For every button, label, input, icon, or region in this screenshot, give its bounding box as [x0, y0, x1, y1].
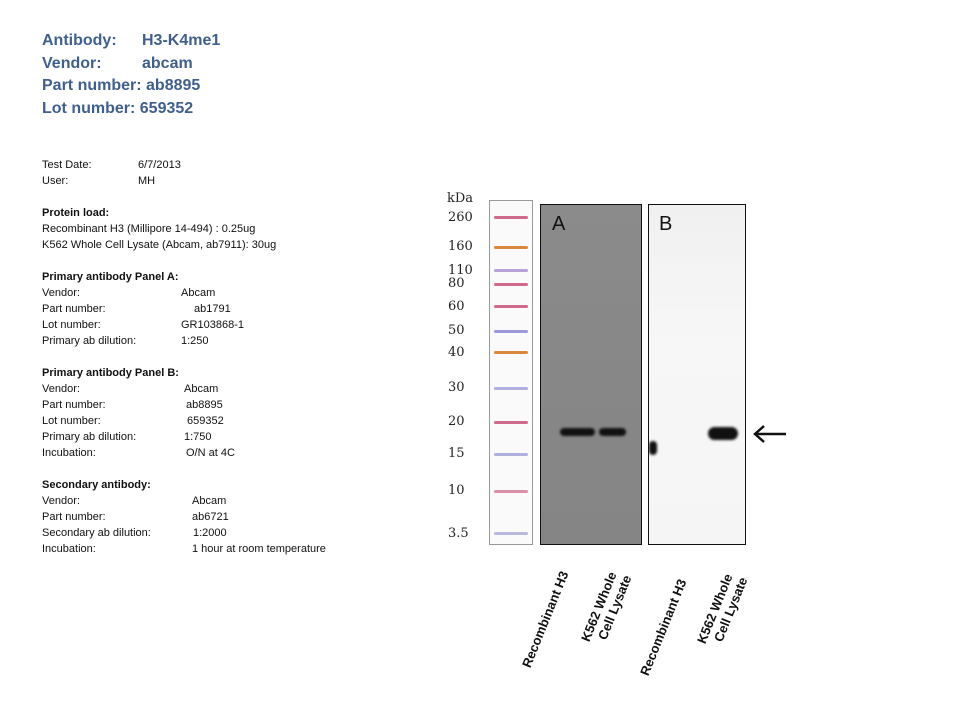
panel-a-dilution-value: 1:250: [181, 335, 209, 347]
secondary-dilution-value: 1:2000: [193, 527, 227, 539]
secondary-incubation-value: 1 hour at room temperature: [192, 543, 326, 555]
band-k562-lysate: [599, 428, 626, 436]
panel-b-incubation-value: O/N at 4C: [186, 447, 235, 459]
secondary-vendor-value: Abcam: [192, 495, 227, 507]
panel-b-part-value: ab8895: [186, 399, 223, 411]
part-number-row: Part number: ab8895: [42, 75, 200, 98]
ladder-band: [494, 330, 528, 333]
user-value: MH: [138, 175, 156, 187]
panel-b-incubation-label: Incubation:: [42, 447, 96, 459]
ladder-band: [494, 453, 528, 456]
ladder-band: [494, 490, 528, 493]
user-label: User:: [42, 175, 69, 187]
panel-b-part-label: Part number:: [42, 399, 106, 411]
marker-label: 30: [448, 380, 465, 395]
panel-b-title: Primary antibody Panel B:: [42, 367, 179, 379]
test-date-value: 6/7/2013: [138, 159, 181, 171]
part-number-label: Part number:: [42, 77, 142, 94]
panel-a-letter: A: [552, 213, 566, 235]
secondary-dilution-label: Secondary ab dilution:: [42, 527, 151, 539]
blot-panel-a: A: [540, 204, 642, 545]
blot-panel-b: B: [648, 204, 746, 545]
ladder-band: [494, 532, 528, 535]
ladder-band: [494, 269, 528, 272]
marker-label: 50: [448, 323, 465, 338]
marker-label: 40: [448, 345, 465, 360]
panel-b-vendor-label: Vendor:: [42, 383, 80, 395]
ladder-band: [494, 387, 528, 390]
marker-label: 20: [448, 414, 465, 429]
ladder-band: [494, 351, 528, 354]
band-recombinant-h3: [560, 428, 595, 436]
secondary-title: Secondary antibody:: [42, 479, 151, 491]
panel-a-part-value: ab1791: [194, 303, 231, 315]
marker-label: 15: [448, 446, 465, 461]
edge-smear: [649, 441, 657, 455]
band-k562-lysate-b: [708, 427, 738, 440]
vendor-label: Vendor:: [42, 54, 102, 72]
antibody-row: Antibody: H3-K4me1: [42, 30, 220, 53]
vendor-row: Vendor: abcam: [42, 53, 200, 76]
secondary-part-label: Part number:: [42, 511, 106, 523]
marker-label: 60: [448, 299, 465, 314]
panel-b-dilution-label: Primary ab dilution:: [42, 431, 137, 443]
panel-a-dilution-label: Primary ab dilution:: [42, 335, 137, 347]
panel-b-lot-value: 659352: [187, 415, 224, 427]
vendor-value: abcam: [142, 54, 193, 72]
lot-number-label: Lot number:: [42, 99, 136, 117]
protein-load-line1: Recombinant H3 (Millipore 14-494) : 0.25…: [42, 223, 256, 235]
secondary-vendor-label: Vendor:: [42, 495, 80, 507]
ladder-band: [494, 421, 528, 424]
molecular-weight-ladder: [489, 200, 533, 545]
part-number-value: ab8895: [146, 77, 201, 94]
antibody-value: H3-K4me1: [142, 32, 221, 49]
marker-label: 260: [448, 210, 473, 225]
panel-a-title: Primary antibody Panel A:: [42, 271, 179, 283]
panel-a-vendor-label: Vendor:: [42, 287, 80, 299]
lane-label-recombinant-h3-b: Recombinant H3: [637, 576, 690, 678]
ladder-band: [494, 305, 528, 308]
lane-label-recombinant-h3-a: Recombinant H3: [519, 568, 572, 670]
panel-a-lot-value: GR103868-1: [181, 319, 244, 331]
test-date-label: Test Date:: [42, 159, 92, 171]
protein-load-title: Protein load:: [42, 207, 110, 219]
marker-label: 110: [448, 263, 473, 278]
marker-label: 80: [448, 276, 465, 291]
panel-b-vendor-value: Abcam: [184, 383, 219, 395]
lane-label-k562-a: K562 Whole Cell Lysate: [578, 567, 634, 649]
left-arrow-icon: [753, 425, 786, 443]
secondary-incubation-label: Incubation:: [42, 543, 96, 555]
lot-number-value: 659352: [139, 99, 194, 117]
marker-label: 10: [448, 483, 465, 498]
panel-b-dilution-value: 1:750: [184, 431, 212, 443]
panel-b-lot-label: Lot number:: [42, 415, 101, 427]
protein-load-line2: K562 Whole Cell Lysate (Abcam, ab7911): …: [42, 239, 277, 251]
ladder-band: [494, 246, 528, 249]
secondary-part-value: ab6721: [192, 511, 229, 523]
panel-a-vendor-value: Abcam: [181, 287, 216, 299]
panel-b-letter: B: [659, 213, 673, 235]
lot-number-row: Lot number: 659352: [42, 98, 200, 121]
ladder-band: [494, 216, 528, 219]
antibody-label: Antibody:: [42, 32, 117, 49]
antibody-header: Antibody: H3-K4me1 Vendor: abcam Part nu…: [42, 30, 220, 121]
panel-a-lot-label: Lot number:: [42, 319, 101, 331]
panel-a-part-label: Part number:: [42, 303, 106, 315]
kda-label: kDa: [447, 191, 474, 206]
marker-label: 160: [448, 239, 473, 254]
lane-label-k562-b: K562 Whole Cell Lysate: [694, 569, 750, 651]
ladder-band: [494, 283, 528, 286]
marker-label: 3.5: [448, 526, 469, 541]
